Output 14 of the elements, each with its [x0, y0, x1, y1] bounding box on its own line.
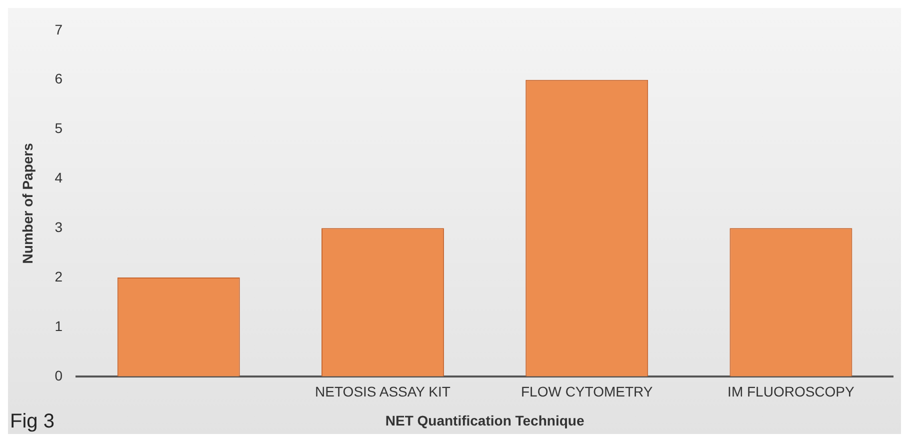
y-tick-label: 0 [54, 367, 63, 384]
y-tick-label: 4 [54, 170, 63, 186]
caption: Fig 3 [10, 410, 54, 433]
x-axis-title: NET Quantification Technique [385, 412, 584, 428]
x-tick-label: NETOSIS ASSAY KIT [315, 384, 451, 400]
x-tick-label: FLOW CYTOMETRY [520, 384, 654, 400]
x-tick-label: IM FLUOROSCOPY [728, 384, 856, 400]
y-tick-label: 1 [54, 318, 63, 334]
y-tick-label: 6 [54, 70, 63, 87]
y-tick-label: 3 [54, 218, 63, 235]
y-tick-label: 2 [54, 268, 63, 284]
y-axis-title: Number of Papers [19, 142, 36, 264]
y-tick-label: 5 [54, 120, 63, 136]
y-tick-label: 7 [54, 21, 63, 38]
